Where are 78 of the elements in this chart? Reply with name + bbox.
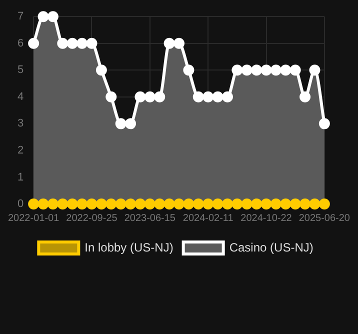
point: [144, 198, 156, 210]
point: [144, 91, 156, 102]
x-tick-label: 2024-02-11: [182, 212, 234, 224]
point: [154, 198, 166, 210]
point: [251, 64, 262, 76]
legend-label: In lobby (US-NJ): [84, 240, 174, 254]
point: [280, 64, 292, 76]
point: [309, 198, 320, 210]
point: [260, 198, 272, 210]
point: [96, 198, 107, 210]
point: [270, 198, 282, 210]
point: [38, 11, 49, 22]
point: [57, 38, 68, 49]
point: [300, 198, 311, 210]
point: [222, 91, 233, 102]
point: [28, 38, 40, 49]
y-tick-label: 2: [17, 144, 24, 156]
point: [164, 198, 175, 210]
point: [86, 198, 98, 210]
x-tick-label: 2022-09-25: [66, 212, 118, 224]
point: [125, 118, 136, 130]
point: [222, 198, 233, 210]
point: [270, 64, 282, 76]
y-tick-label: 5: [17, 64, 24, 76]
point: [300, 91, 311, 102]
point: [164, 38, 175, 49]
x-tick-label: 2025-06-20: [298, 212, 350, 224]
y-tick-label: 3: [17, 118, 24, 130]
point: [212, 91, 224, 102]
point: [76, 198, 88, 210]
point: [66, 38, 78, 49]
point: [290, 198, 301, 210]
point: [309, 64, 320, 76]
point: [76, 38, 88, 49]
point: [202, 198, 214, 210]
point: [318, 118, 330, 130]
point: [47, 11, 58, 22]
point: [212, 198, 224, 210]
x-tick-label: 2024-10-22: [240, 212, 292, 224]
point: [192, 198, 204, 210]
y-tick-label: 4: [17, 90, 24, 103]
point: [106, 91, 117, 102]
point: [232, 64, 243, 76]
point: [96, 64, 107, 76]
point: [134, 91, 146, 102]
x-tick-label: 2023-06-15: [124, 212, 176, 224]
point: [86, 38, 98, 49]
point: [241, 198, 252, 210]
point: [183, 198, 194, 210]
point: [183, 64, 194, 76]
point: [290, 64, 301, 76]
point: [251, 198, 262, 210]
point: [280, 198, 292, 210]
x-tick-label: 2022-01-01: [8, 212, 60, 224]
y-tick-label: 7: [17, 10, 24, 23]
y-tick-label: 6: [17, 37, 24, 50]
point: [192, 91, 204, 102]
point: [318, 198, 330, 210]
point: [232, 198, 243, 210]
point: [38, 198, 49, 210]
point: [47, 198, 58, 210]
point: [66, 198, 78, 210]
y-tick-label: 1: [17, 171, 24, 184]
point: [115, 118, 126, 130]
point: [106, 198, 117, 210]
point: [28, 198, 40, 210]
point: [57, 198, 68, 210]
point: [125, 198, 136, 210]
point: [174, 38, 184, 49]
point: [260, 64, 272, 76]
legend-label: Casino (US-NJ): [229, 240, 314, 254]
point: [115, 198, 126, 210]
y-tick-label: 0: [17, 198, 24, 210]
point: [154, 91, 166, 102]
point: [174, 198, 184, 210]
point: [202, 91, 214, 102]
point: [134, 198, 146, 210]
point: [241, 64, 252, 76]
